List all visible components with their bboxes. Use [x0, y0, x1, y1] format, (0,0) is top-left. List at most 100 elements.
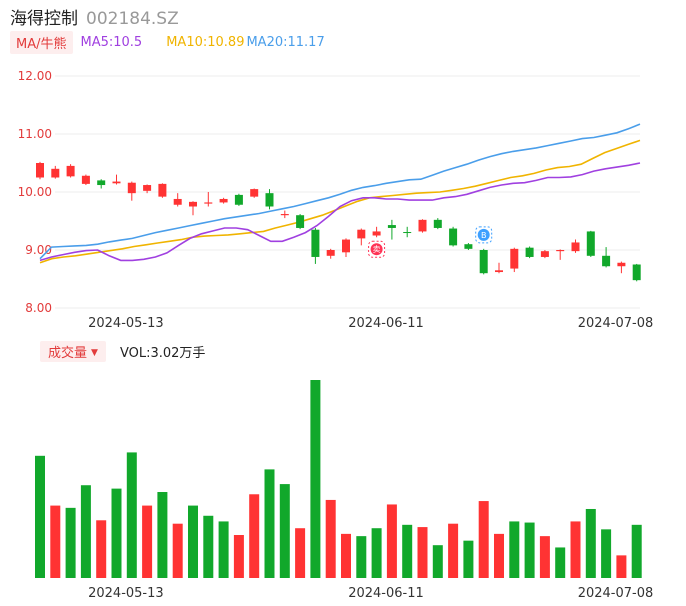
ma5-label: MA5:10.5 — [80, 34, 143, 50]
candle-body — [602, 255, 611, 267]
volume-bar — [172, 523, 183, 578]
y-tick-label: 11.00 — [18, 127, 52, 141]
candle-body — [525, 247, 534, 257]
volume-bar — [203, 515, 214, 578]
volume-x-axis: 2024-05-13 2024-06-11 2024-07-08 — [88, 586, 653, 601]
volume-bar — [325, 499, 336, 578]
candle-body — [204, 202, 213, 204]
candle-body — [326, 250, 335, 256]
candle-body — [66, 165, 75, 177]
ma-lines — [39, 123, 641, 264]
volume-bar — [494, 533, 504, 578]
ma20-line — [39, 123, 641, 260]
volume-bar — [371, 528, 382, 578]
volume-bars — [35, 380, 642, 578]
ma5-line — [39, 162, 641, 262]
volume-bar — [126, 452, 137, 578]
y-tick-label: 10.00 — [18, 185, 52, 199]
candle-body — [540, 251, 549, 257]
candle-body — [280, 214, 289, 216]
ma-legend: MA/牛熊 MA5:10.5 MA10:10.89 MA20:11.17 — [10, 30, 325, 54]
volume-bar — [188, 505, 198, 578]
volume-bar — [417, 527, 428, 578]
volume-bar — [478, 501, 489, 578]
marker-label: B — [481, 231, 487, 240]
volume-toggle-button[interactable]: 成交量 ▼ — [40, 340, 106, 362]
candle-body — [571, 242, 580, 252]
ma10-label: MA10:10.89 — [166, 34, 245, 50]
ma10-line — [39, 139, 641, 264]
y-tick-label: 12.00 — [18, 69, 52, 83]
candle-body — [586, 231, 595, 256]
candle-body — [357, 229, 366, 239]
volume-bar — [50, 505, 61, 578]
candle-body — [296, 215, 305, 228]
marker-badge[interactable] — [477, 228, 490, 241]
candle-body — [51, 168, 60, 178]
volume-bar — [295, 528, 306, 578]
stock-header: 海得控制 002184.SZ — [10, 4, 179, 30]
caret-down-icon: ▼ — [91, 347, 98, 358]
candle-body — [342, 239, 350, 253]
volume-bar — [264, 469, 275, 578]
candle-body — [510, 248, 519, 269]
candle-body — [495, 270, 503, 273]
candle-body — [418, 219, 427, 232]
volume-bar — [539, 536, 550, 578]
candle-body — [219, 198, 228, 203]
x-tick-label: 2024-07-08 — [578, 316, 654, 330]
candle-body — [173, 198, 182, 205]
candle-body — [97, 180, 106, 186]
y-tick-label: 8.00 — [25, 301, 52, 315]
volume-bar — [509, 521, 520, 578]
candle-body — [617, 262, 626, 267]
candle-body — [403, 232, 412, 234]
volume-bar — [402, 524, 413, 578]
volume-bar — [601, 529, 612, 578]
x-tick-label: 2024-05-13 — [88, 316, 164, 330]
trade-markers: 卖B — [368, 226, 493, 258]
stock-code: 002184.SZ — [86, 9, 179, 29]
candle-body — [632, 264, 641, 281]
stock-name: 海得控制 — [10, 9, 78, 29]
volume-bar — [65, 507, 76, 578]
candle-body — [189, 201, 197, 207]
candle-body — [464, 244, 473, 249]
candle-body — [556, 250, 565, 252]
volume-bar — [524, 522, 535, 578]
price-grid — [55, 75, 640, 309]
volume-bar — [249, 494, 260, 578]
volume-bar — [432, 545, 443, 578]
x-tick-label: 2024-07-08 — [578, 586, 654, 601]
volume-bar — [356, 536, 367, 578]
x-tick-label: 2024-05-13 — [88, 586, 164, 601]
ma-toggle-button[interactable]: MA/牛熊 — [10, 30, 73, 54]
volume-bar — [218, 521, 229, 578]
volume-bar — [463, 540, 474, 578]
candle-body — [372, 231, 381, 236]
price-x-axis: 2024-05-13 2024-06-11 2024-07-08 — [88, 316, 653, 330]
x-tick-label: 2024-06-11 — [348, 316, 424, 330]
candle-body — [387, 225, 396, 228]
volume-bar — [80, 485, 91, 578]
volume-bar — [279, 484, 290, 578]
marker-badge[interactable] — [370, 243, 383, 256]
candle-body — [449, 228, 458, 246]
candle-body — [479, 250, 488, 274]
volume-legend: 成交量 ▼ VOL:3.02万手 — [40, 340, 205, 362]
marker-label: 卖 — [373, 245, 381, 254]
candles — [36, 161, 641, 282]
x-tick-label: 2024-06-11 — [348, 586, 424, 601]
volume-bar — [631, 524, 642, 578]
volume-bar — [386, 504, 397, 578]
candle-body — [158, 183, 167, 197]
volume-bar — [157, 492, 168, 578]
volume-bar — [448, 523, 459, 578]
volume-bar — [96, 520, 107, 578]
candle-body — [127, 182, 136, 194]
volume-bar — [310, 380, 321, 578]
volume-bar — [35, 455, 45, 578]
volume-toggle-label: 成交量 — [48, 345, 88, 361]
